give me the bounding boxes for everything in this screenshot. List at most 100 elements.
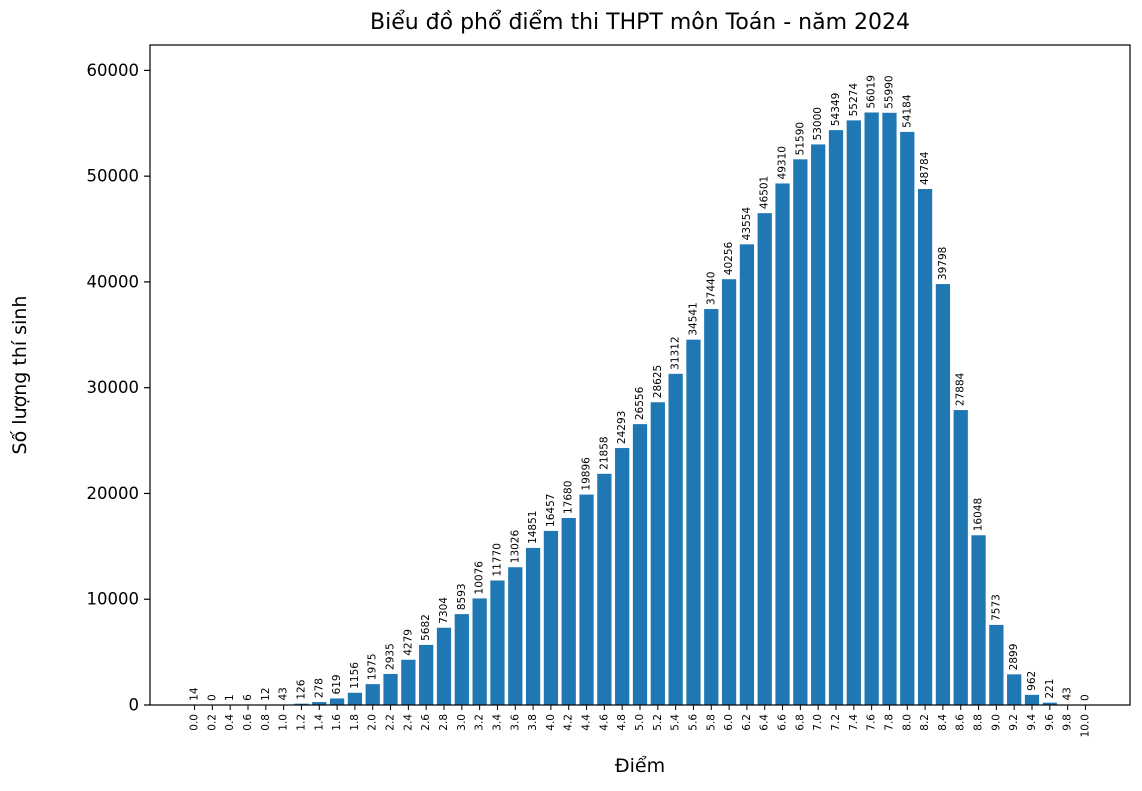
bar-value-label: 619 [331,674,343,694]
bar-value-label: 28625 [652,365,664,398]
bar-value-label: 43 [278,687,290,700]
bar [811,144,826,705]
x-tick-label: 8.4 [937,714,949,731]
y-axis-label: Số lượng thí sinh [9,296,31,455]
x-tick-label: 6.2 [741,714,753,731]
x-tick-label: 0.2 [206,714,218,731]
bar [650,402,665,705]
bar [989,624,1004,705]
x-tick-label: 7.0 [812,714,824,731]
y-tick-label: 40000 [87,272,140,291]
bar [1042,702,1057,705]
bar [472,598,487,705]
bar-value-label: 54184 [901,94,913,128]
bar-value-label: 13026 [509,530,521,564]
bar [490,580,505,705]
x-tick-label: 3.6 [509,714,521,731]
bar-value-label: 7573 [990,594,1002,621]
bar [721,279,737,705]
x-tick-label: 3.8 [527,714,539,731]
bar [971,535,986,705]
bar [329,698,345,705]
plot-area: 0 10000 20000 30000 40000 50000 60000 0.0 14 0.2 0… [87,44,1131,737]
x-tick-label: 0.8 [260,714,272,731]
bar-value-label: 21858 [598,436,610,469]
bar-value-label: 46501 [759,176,771,209]
bar-value-label: 17680 [563,481,575,514]
x-tick-label: 3.2 [474,714,486,731]
bar-value-label: 4279 [402,629,414,656]
bar [917,189,933,705]
bar [828,130,844,706]
x-tick-label: 7.4 [848,714,860,731]
bar-value-label: 43554 [741,207,753,241]
bar [668,373,683,705]
bar-value-label: 53000 [812,107,824,140]
x-tick-label: 6.0 [723,714,735,731]
x-tick-label: 9.6 [1044,714,1056,731]
bar [1007,674,1022,705]
bar [704,309,719,705]
bar-value-label: 27884 [955,372,967,406]
bar-value-label: 2899 [1008,644,1020,671]
y-tick-label: 10000 [87,590,140,609]
plot-border [149,44,1131,706]
bar [597,473,612,705]
chart-title: Biểu đồ phổ điểm thi THPT môn Toán - năm… [370,10,910,35]
bar [347,692,363,705]
x-tick-label: 3.0 [456,714,468,731]
x-tick-label: 1.6 [331,714,343,731]
bar [686,339,701,705]
bar-value-label: 26556 [634,386,646,420]
x-tick-label: 1.8 [349,714,361,731]
bar-value-label: 55274 [848,83,860,117]
x-tick-label: 9.8 [1062,714,1074,731]
bar-value-label: 40256 [723,241,735,275]
bar [953,410,968,705]
bar-value-label: 278 [313,678,325,698]
bar [365,684,380,705]
bar [846,120,861,705]
x-tick-label: 6.8 [794,714,806,731]
x-tick-label: 1.0 [278,714,290,731]
x-tick-label: 6.6 [777,714,789,731]
bar-value-label: 49310 [777,146,789,179]
x-tick-label: 5.4 [670,714,682,731]
bar [793,159,808,705]
bar-value-label: 1156 [349,662,361,689]
bar [508,567,523,705]
x-tick-label: 8.0 [901,714,913,731]
x-tick-label: 9.0 [990,714,1002,731]
bar-value-label: 34541 [687,302,699,335]
y-tick-label: 30000 [87,378,140,397]
x-tick-label: 6.4 [759,714,771,731]
x-tick-label: 8.8 [973,714,985,731]
x-tick-label: 2.6 [420,714,432,731]
bar [436,627,452,705]
bar [543,530,559,705]
x-tick-label: 0.0 [189,714,201,731]
bar [864,112,879,706]
bar [632,424,648,705]
bar-value-label: 16048 [973,498,985,531]
x-tick-label: 2.2 [385,714,397,731]
bar-value-label: 126 [295,679,307,699]
bar-value-label: 48784 [919,151,931,185]
bar [383,673,398,705]
x-tick-label: 2.4 [402,714,414,731]
bar-value-label: 2935 [385,643,397,670]
x-tick-label: 7.2 [830,714,842,731]
bar [579,494,594,705]
y-tick-label: 20000 [87,484,140,503]
bar [739,244,755,705]
x-tick-label: 4.2 [563,714,575,731]
bar [419,644,434,705]
bar [882,112,897,705]
bar-value-label: 5682 [420,614,432,641]
bar-value-label: 31312 [670,336,682,369]
bar-value-label: 19896 [581,457,593,491]
y-tick-label: 60000 [87,61,140,80]
x-tick-label: 1.2 [295,714,307,731]
